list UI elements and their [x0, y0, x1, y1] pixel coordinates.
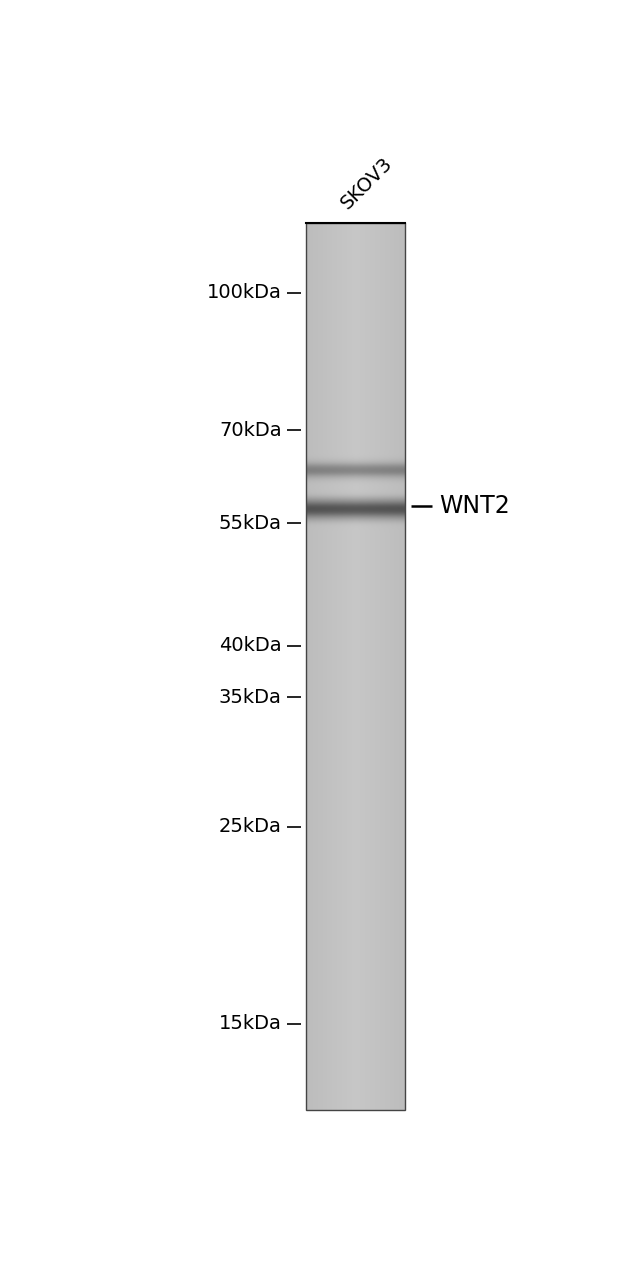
Text: 40kDa: 40kDa [219, 636, 282, 655]
Text: 55kDa: 55kDa [219, 513, 282, 532]
Text: 70kDa: 70kDa [219, 421, 282, 440]
Bar [307, 223, 405, 1110]
Text: 35kDa: 35kDa [219, 687, 282, 707]
Text: SKOV3: SKOV3 [337, 154, 396, 212]
Text: 15kDa: 15kDa [219, 1014, 282, 1033]
Text: 25kDa: 25kDa [219, 818, 282, 836]
Text: 100kDa: 100kDa [207, 283, 282, 302]
Text: WNT2: WNT2 [439, 494, 510, 518]
